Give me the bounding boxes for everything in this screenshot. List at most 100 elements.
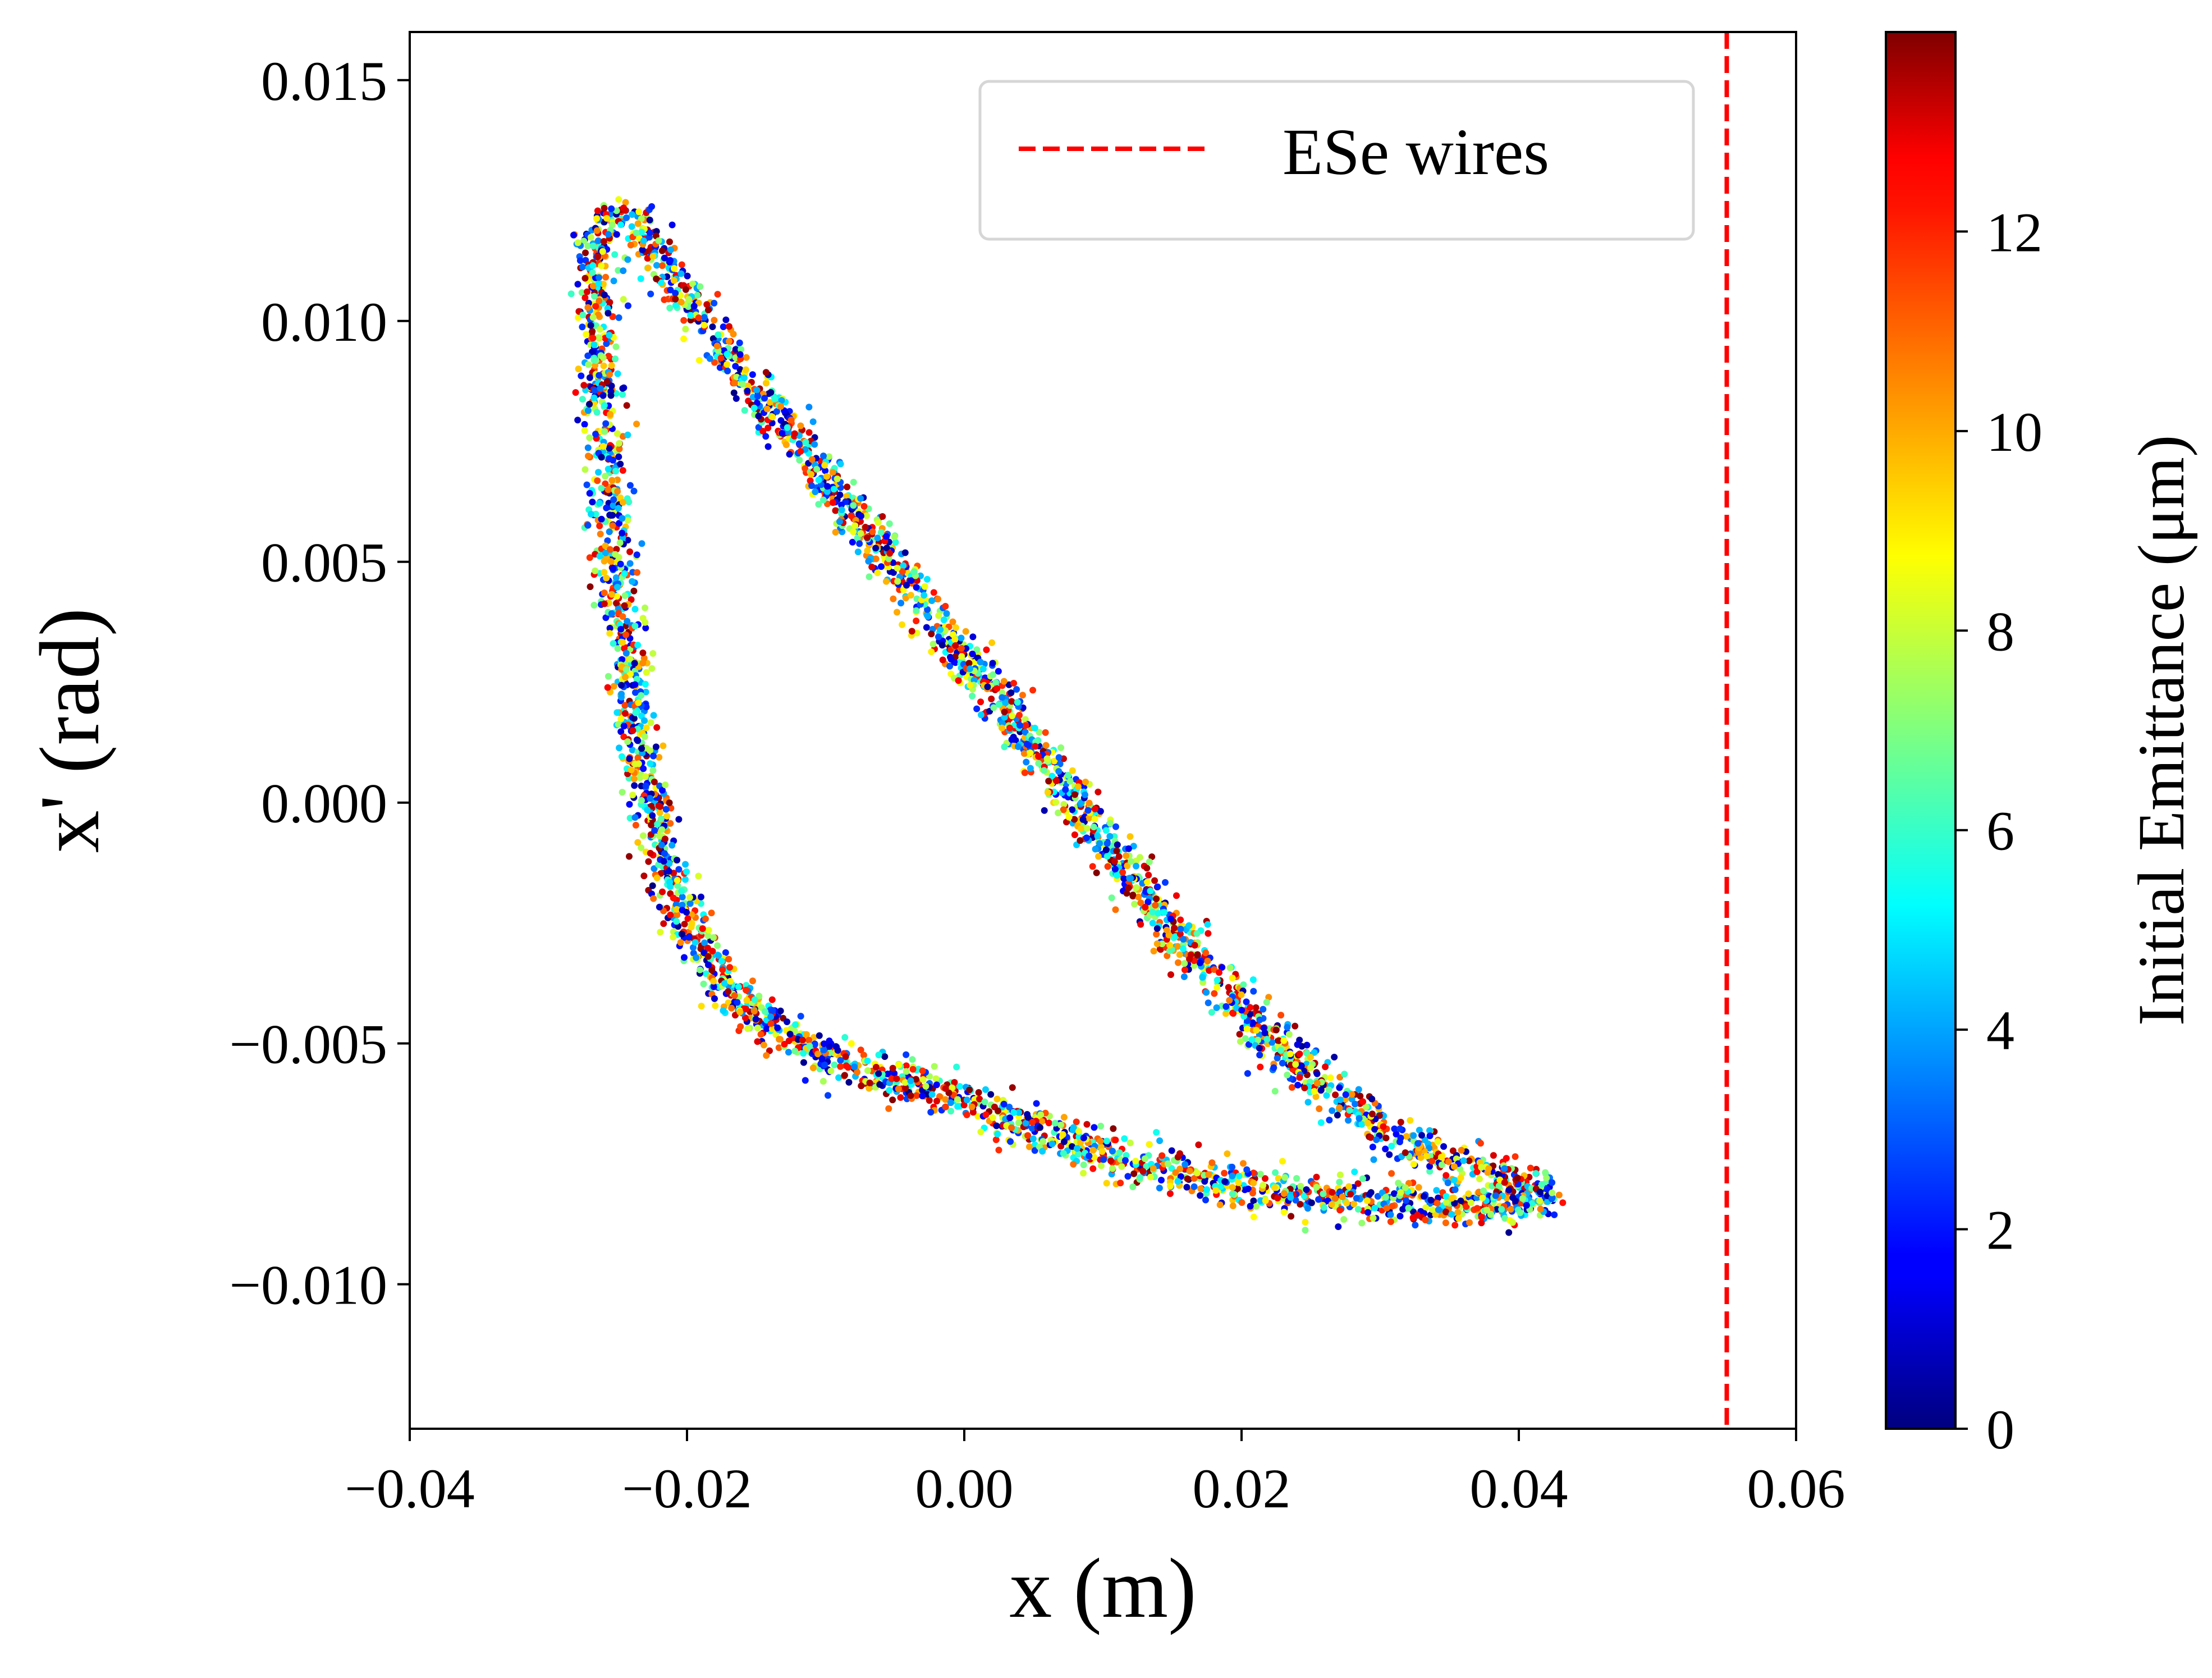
particle-point (602, 542, 609, 550)
particle-point (590, 394, 598, 401)
particle-point (643, 724, 650, 731)
particle-point (1133, 884, 1140, 891)
particle-point (755, 413, 762, 420)
particle-point (1501, 1165, 1508, 1172)
particle-point (711, 995, 718, 1002)
particle-point (1292, 1196, 1299, 1204)
particle-point (604, 309, 612, 317)
particle-point (1331, 1054, 1338, 1060)
particle-point (1180, 973, 1188, 980)
particle-point (1197, 1192, 1204, 1199)
particle-point (1032, 743, 1039, 750)
particle-point (831, 1061, 838, 1068)
particle-point (979, 665, 987, 673)
particle-point (995, 701, 1002, 708)
particle-point (1285, 1031, 1293, 1038)
particle-point (650, 712, 657, 719)
particle-point (883, 533, 890, 540)
particle-point (670, 934, 677, 941)
particle-point (578, 289, 585, 296)
particle-point (802, 438, 809, 446)
particle-point (614, 488, 621, 495)
particle-point (1257, 1063, 1264, 1071)
particle-point (626, 801, 633, 808)
particle-point (637, 275, 644, 282)
particle-point (613, 546, 620, 553)
particle-point (661, 850, 668, 857)
particle-point (743, 986, 750, 994)
particle-point (1213, 1004, 1220, 1011)
particle-point (721, 980, 728, 987)
particle-point (1412, 1222, 1419, 1229)
particle-point (832, 507, 839, 514)
particle-point (694, 291, 701, 299)
particle-point (708, 909, 715, 917)
particle-point (1248, 1036, 1256, 1043)
particle-point (1086, 815, 1092, 822)
particle-point (902, 1085, 909, 1091)
particle-point (655, 861, 662, 868)
particle-point (832, 529, 839, 536)
particle-point (848, 1040, 855, 1047)
particle-point (1070, 1124, 1077, 1131)
particle-point (589, 349, 596, 356)
particle-point (761, 1008, 768, 1015)
x-tick-label: −0.04 (345, 1457, 474, 1520)
particle-point (913, 584, 920, 591)
particle-point (1219, 964, 1226, 971)
particle-point (750, 404, 758, 412)
particle-point (1354, 1206, 1362, 1213)
particle-point (686, 900, 694, 907)
particle-point (928, 1091, 936, 1098)
particle-point (843, 493, 850, 500)
particle-point (700, 314, 708, 321)
particle-point (1157, 946, 1164, 953)
particle-point (857, 1046, 864, 1054)
particle-point (942, 1096, 949, 1103)
colorbar-tick-label: 12 (1986, 201, 2042, 263)
particle-point (874, 534, 881, 542)
particle-point (661, 254, 668, 262)
particle-point (695, 356, 703, 364)
particle-point (823, 488, 831, 495)
particle-point (924, 613, 932, 620)
particle-point (1035, 760, 1042, 767)
particle-point (1205, 930, 1212, 937)
particle-point (995, 667, 1002, 675)
particle-point (586, 554, 593, 561)
particle-point (584, 288, 590, 295)
particle-point (872, 555, 880, 563)
particle-point (647, 795, 654, 802)
colorbar-tick-label: 6 (1986, 800, 2014, 862)
particle-point (1382, 1194, 1389, 1201)
particle-point (967, 665, 973, 673)
particle-point (647, 290, 654, 298)
particle-point (1416, 1127, 1423, 1134)
particle-point (1358, 1121, 1366, 1128)
particle-point (613, 207, 620, 214)
particle-point (1300, 1192, 1308, 1200)
particle-point (634, 754, 642, 761)
particle-point (695, 872, 702, 880)
particle-point (1523, 1202, 1530, 1209)
particle-point (1006, 1114, 1014, 1122)
particle-point (1340, 1216, 1348, 1223)
particle-point (668, 842, 676, 849)
particle-point (1016, 722, 1023, 729)
particle-point (634, 839, 642, 846)
particle-point (1279, 1158, 1286, 1165)
particle-point (1197, 1185, 1205, 1192)
particle-point (1304, 1205, 1311, 1212)
particle-point (874, 569, 881, 577)
particle-point (1249, 1019, 1256, 1026)
particle-point (584, 243, 592, 250)
particle-point (1451, 1186, 1459, 1194)
particle-point (1274, 1054, 1281, 1062)
colorbar-label: Initial Emittance (μm) (2124, 435, 2198, 1026)
particle-point (838, 501, 845, 509)
particle-point (633, 229, 640, 236)
particle-point (1163, 926, 1170, 934)
colorbar-tick-label: 10 (1986, 401, 2042, 463)
particle-point (634, 642, 642, 649)
particle-point (1463, 1203, 1470, 1210)
